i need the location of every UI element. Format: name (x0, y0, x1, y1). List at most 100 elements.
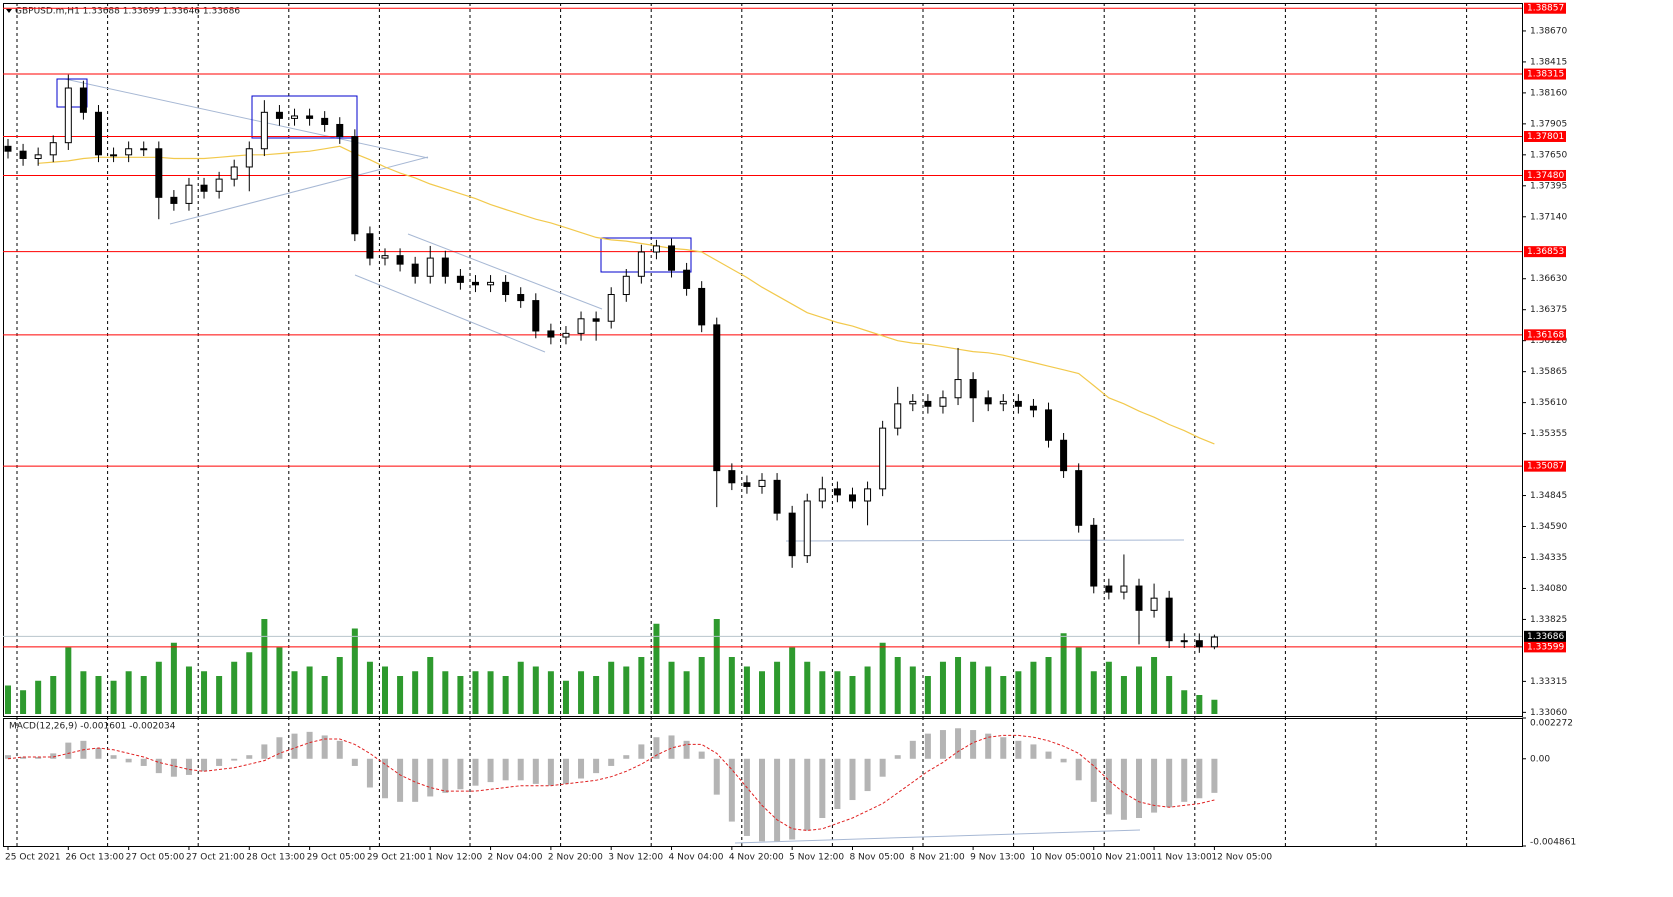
level-label-box (1524, 130, 1566, 142)
trendline (407, 233, 603, 310)
volume-bar (427, 657, 434, 714)
volume-bar (155, 661, 162, 714)
macd-bar (155, 758, 162, 774)
volume-bar (201, 671, 208, 714)
macd-bar (547, 758, 554, 786)
candle-body (1195, 640, 1203, 648)
volume-bar (849, 676, 856, 714)
macd-bar (578, 758, 585, 779)
trendline (169, 156, 429, 225)
volume-bar (457, 676, 464, 714)
volume-bar (276, 647, 283, 714)
candle-body (894, 403, 902, 429)
candle-body (245, 148, 253, 168)
macd-bar (1030, 744, 1037, 759)
volume-bar (35, 680, 42, 714)
drawings (64, 78, 1185, 844)
candle-body (909, 400, 917, 405)
candle-body (728, 470, 736, 484)
box (56, 78, 88, 108)
volume-bar (65, 647, 72, 714)
volume-bar (1151, 657, 1158, 714)
volume-bar (1196, 695, 1203, 714)
volume-bar (170, 642, 177, 714)
candle-body (1165, 597, 1173, 642)
candle-body (758, 479, 766, 487)
candle-body (366, 233, 374, 259)
x-tick-label: 3 Nov 12:00 (608, 853, 663, 863)
macd-bar (1120, 758, 1127, 820)
y-tick-label: 1.33825 (1530, 615, 1567, 625)
candle-body (833, 488, 841, 496)
macd-bar (110, 755, 117, 759)
candle-body (275, 111, 283, 119)
volume-bar (291, 671, 298, 714)
menu-arrow[interactable] (6, 9, 12, 13)
macd-bar (955, 728, 962, 759)
candle-body (607, 294, 615, 322)
volume-bar (50, 676, 57, 714)
macd-bar (65, 742, 72, 759)
volume-bar (5, 685, 11, 714)
candle-body (1045, 409, 1053, 441)
candle-body (743, 482, 751, 487)
y-tick-label: 1.36120 (1530, 336, 1567, 346)
x-tick-label: 5 Nov 12:00 (789, 853, 844, 863)
candle-body (1210, 636, 1218, 648)
volume-bar (638, 657, 645, 714)
macd-bar (306, 731, 313, 759)
volume-bar (668, 661, 675, 714)
level-label-box (1524, 246, 1566, 258)
current-price-box (1524, 630, 1566, 642)
candle-body (622, 275, 630, 296)
grid (16, 3, 1468, 846)
volume-bar (532, 666, 539, 714)
candle-body (351, 136, 359, 235)
macd-bar (50, 753, 57, 759)
candle-body (140, 148, 148, 151)
macd-bar (1075, 758, 1082, 781)
x-tick-label: 2 Nov 04:00 (488, 853, 543, 863)
candle-body (668, 245, 676, 271)
current-price-label: 1.33686 (1527, 632, 1564, 642)
x-tick-label: 4 Nov 20:00 (729, 853, 784, 863)
candle-body (879, 427, 887, 490)
candle-body (924, 400, 932, 407)
macd-bar (487, 758, 494, 783)
moving-average (38, 145, 1215, 445)
volume-bar (216, 676, 223, 714)
candle-body (49, 142, 57, 156)
volume-bar (1075, 647, 1082, 714)
volume-bar (1000, 676, 1007, 714)
volume-bar (412, 671, 419, 714)
volume-bar (246, 652, 253, 714)
candle-body (788, 512, 796, 557)
level-label: 1.37480 (1527, 171, 1564, 181)
y-tick-label: 1.37905 (1530, 119, 1567, 129)
candle-body (291, 115, 299, 119)
candle-body (592, 318, 600, 322)
y-tick-label: 1.36375 (1530, 305, 1567, 315)
volume-bar (20, 690, 27, 714)
macd-bar (939, 730, 946, 759)
volume-bar (1090, 671, 1097, 714)
volume-bar (1120, 676, 1127, 714)
macd-bar (683, 740, 690, 759)
candle-body (1120, 585, 1128, 593)
macd-bar (351, 758, 358, 766)
level-label-box (1524, 460, 1566, 472)
candle-body (215, 178, 223, 192)
macd-bar (1060, 758, 1067, 763)
boxes (56, 78, 692, 273)
candle-body (411, 263, 419, 277)
macd-bar (924, 733, 931, 759)
macd-bar (909, 740, 916, 759)
candle-body (1014, 400, 1022, 407)
volume-bar (382, 666, 388, 714)
chart-title: GBPUSD.m,H1 1.33688 1.33699 1.33646 1.33… (15, 7, 240, 17)
volume-bar (743, 666, 750, 714)
macd-bar (1105, 758, 1112, 815)
volume-bar (834, 671, 841, 714)
